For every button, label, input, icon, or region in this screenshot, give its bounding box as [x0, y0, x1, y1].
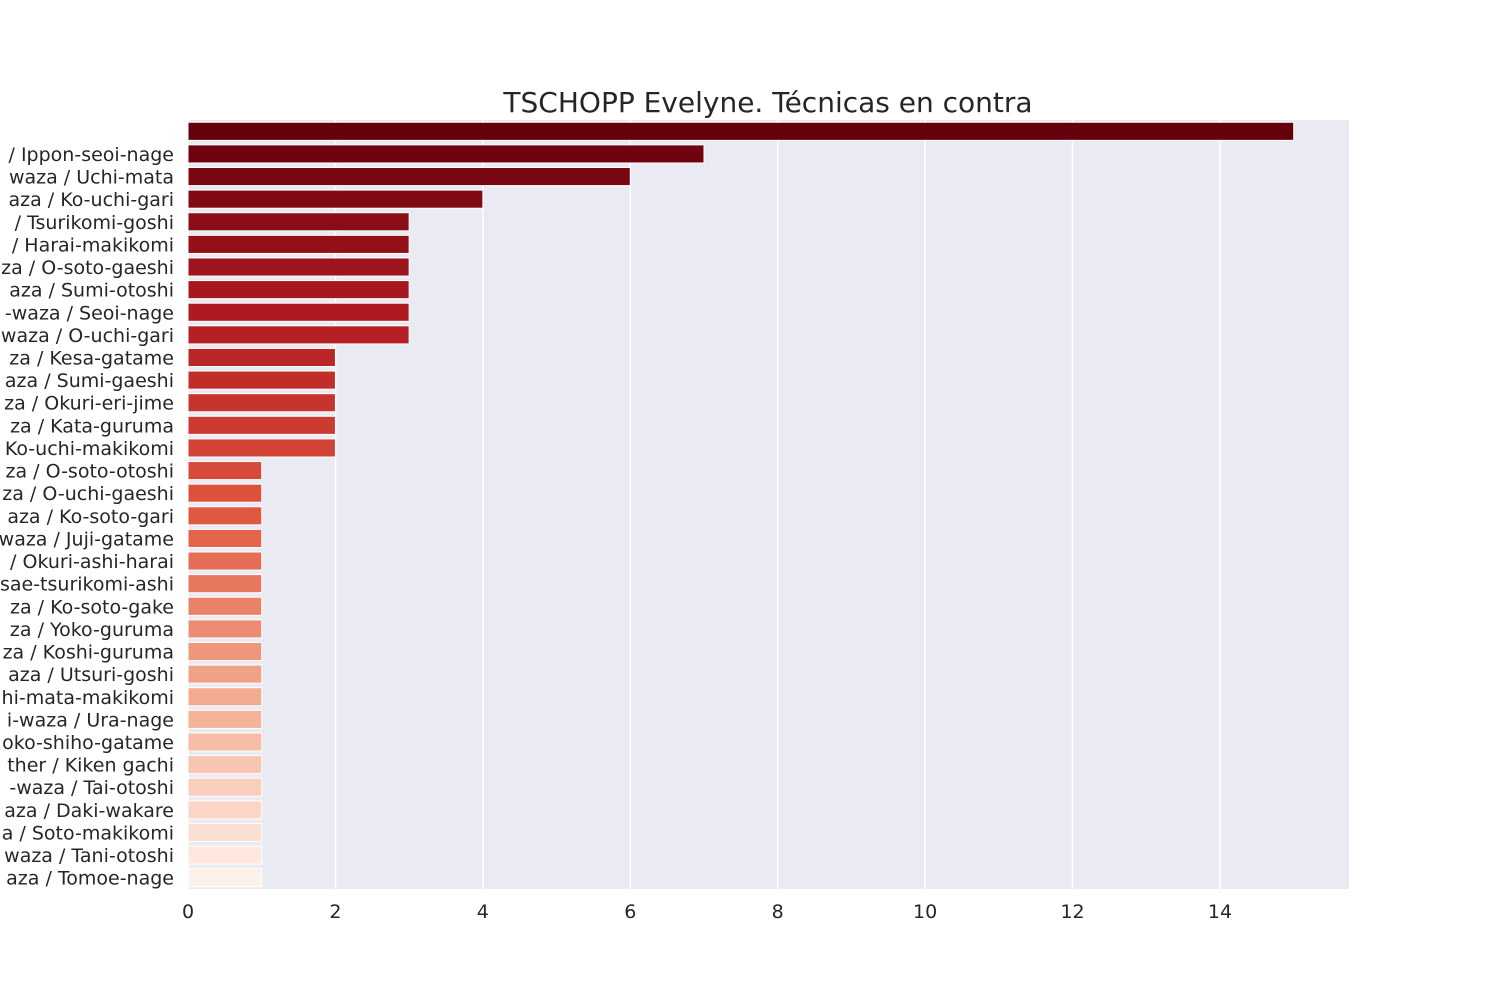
y-tick-label-10: za / Kesa-gatame: [9, 347, 174, 369]
bar-19: [187, 551, 263, 571]
y-tick-label-26: i-waza / Ura-nage: [7, 709, 174, 731]
y-tick-label-3: aza / Ko-uchi-gari: [8, 189, 174, 211]
bar-23: [187, 641, 263, 662]
bar-33: [187, 868, 263, 888]
x-tick-label-3: 6: [624, 901, 636, 923]
y-tick-label-21: za / Ko-soto-gake: [10, 596, 174, 618]
y-tick-label-32: waza / Tani-otoshi: [4, 845, 174, 867]
x-tick-label-5: 10: [913, 901, 937, 923]
bar-13: [187, 415, 336, 435]
y-tick-label-7: aza / Sumi-otoshi: [9, 280, 174, 302]
y-tick-label-4: / Tsurikomi-goshi: [15, 212, 174, 234]
y-tick-label-33: aza / Tomoe-nage: [6, 868, 174, 890]
y-tick-label-8: -waza / Seoi-nage: [5, 302, 174, 324]
y-tick-label-14: Ko-uchi-makikomi: [5, 438, 174, 460]
bar-9: [187, 325, 410, 345]
bar-4: [187, 212, 410, 232]
y-tick-label-16: za / O-uchi-gaeshi: [2, 483, 174, 505]
y-tick-label-17: aza / Ko-soto-gari: [7, 506, 174, 528]
bar-31: [187, 822, 263, 843]
bar-14: [187, 438, 336, 458]
bar-11: [187, 370, 336, 390]
bar-20: [187, 574, 263, 594]
bar-1: [187, 144, 705, 164]
bar-8: [187, 302, 410, 322]
bar-16: [187, 483, 263, 503]
bar-15: [187, 461, 263, 481]
y-tick-label-29: -waza / Tai-otoshi: [9, 777, 174, 799]
bar-28: [187, 755, 263, 775]
bar-25: [187, 687, 263, 707]
chart-title: TSCHOPP Evelyne. Técnicas en contra: [502, 86, 1032, 119]
bar-22: [187, 619, 263, 639]
bar-12: [187, 393, 336, 413]
y-tick-label-1: / Ippon-seoi-nage: [9, 144, 174, 166]
y-tick-label-27: oko-shiho-gatame: [2, 732, 174, 754]
bar-3: [187, 189, 484, 209]
bar-30: [187, 800, 263, 820]
y-tick-label-11: aza / Sumi-gaeshi: [5, 370, 174, 392]
y-tick-label-12: za / Okuri-eri-jime: [4, 393, 174, 415]
y-tick-label-24: aza / Utsuri-goshi: [8, 664, 174, 686]
y-tick-label-9: waza / O-uchi-gari: [1, 325, 174, 347]
bar-18: [187, 528, 263, 548]
y-tick-label-23: za / Koshi-guruma: [3, 642, 174, 664]
bar-24: [187, 664, 263, 684]
x-tick-label-2: 4: [477, 901, 489, 923]
bar-32: [187, 845, 263, 865]
bar-26: [187, 709, 263, 729]
bar-7: [187, 280, 410, 300]
y-tick-label-18: waza / Juji-gatame: [0, 528, 174, 550]
y-tick-label-31: a / Soto-makikomi: [2, 822, 174, 844]
x-tick-labels: 0 2 4 6 8 10 12 14: [182, 901, 1232, 923]
bar-29: [187, 777, 263, 797]
x-tick-label-0: 0: [182, 901, 194, 923]
bar-6: [187, 257, 410, 277]
y-tick-label-20: sae-tsurikomi-ashi: [0, 574, 174, 596]
x-tick-label-1: 2: [329, 901, 341, 923]
y-tick-label-15: za / O-soto-otoshi: [5, 461, 174, 483]
x-tick-label-7: 14: [1208, 901, 1232, 923]
y-tick-label-6: za / O-soto-gaeshi: [1, 257, 174, 279]
y-tick-label-13: za / Kata-guruma: [10, 415, 174, 437]
x-tick-label-6: 12: [1060, 901, 1084, 923]
y-tick-label-22: za / Yoko-guruma: [10, 619, 174, 641]
x-tick-label-4: 8: [772, 901, 784, 923]
y-tick-label-30: aza / Daki-wakare: [4, 800, 174, 822]
bar-0: [187, 121, 1295, 141]
bar-10: [187, 347, 336, 368]
bar-27: [187, 732, 263, 752]
bar-5: [187, 234, 410, 254]
y-tick-label-2: waza / Uchi-mata: [9, 167, 174, 189]
y-tick-label-19: / Okuri-ashi-harai: [10, 551, 174, 573]
bars: [187, 121, 1295, 888]
y-tick-label-28: ther / Kiken gachi: [7, 755, 174, 777]
bar-21: [187, 596, 263, 616]
y-tick-label-5: / Harai-makikomi: [12, 234, 174, 256]
y-tick-label-25: hi-mata-makikomi: [2, 687, 174, 709]
bar-2: [187, 166, 631, 187]
bar-17: [187, 506, 263, 526]
